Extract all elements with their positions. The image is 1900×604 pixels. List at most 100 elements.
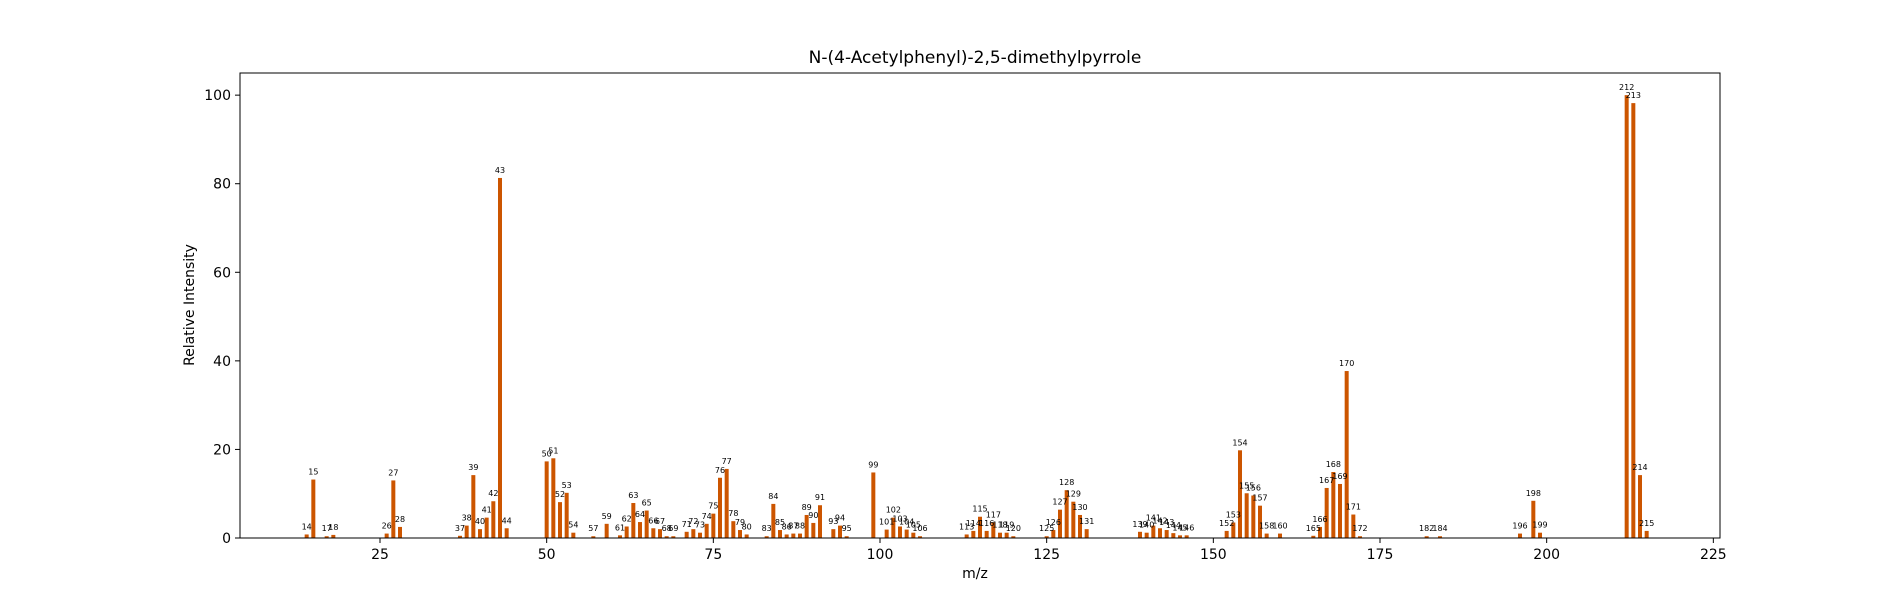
x-tick-label: 125 (1033, 547, 1060, 563)
peak-label-mz-113: 113 (959, 522, 974, 531)
bar-mz-64 (638, 522, 642, 538)
peak-label-mz-157: 157 (1252, 494, 1267, 503)
bar-mz-130 (1078, 514, 1082, 538)
peak-label-mz-198: 198 (1526, 489, 1541, 498)
peak-label-mz-54: 54 (568, 521, 578, 530)
bar-mz-53 (564, 492, 569, 538)
peak-label-mz-17: 17 (322, 524, 332, 533)
x-tick-label: 225 (1700, 547, 1727, 563)
peak-label-mz-106: 106 (912, 524, 927, 533)
peak-label-mz-104: 104 (899, 518, 914, 527)
peak-label-mz-26: 26 (382, 522, 392, 531)
peak-label-mz-53: 53 (562, 481, 572, 490)
peak-label-mz-84: 84 (768, 492, 778, 501)
bar-mz-57 (591, 536, 596, 538)
bar-mz-39 (471, 475, 476, 538)
bar-mz-143 (1164, 530, 1169, 538)
bar-mz-152 (1224, 530, 1229, 538)
peak-label-mz-78: 78 (728, 509, 738, 518)
bar-mz-118 (998, 532, 1002, 538)
bar-mz-87 (791, 533, 796, 538)
peak-label-mz-57: 57 (588, 524, 598, 533)
bar-mz-146 (1184, 535, 1189, 538)
bar-mz-128 (1064, 490, 1069, 538)
bar-mz-168 (1331, 472, 1336, 538)
peak-label-mz-141: 141 (1146, 514, 1161, 523)
bar-mz-169 (1338, 483, 1342, 538)
peak-label-mz-37: 37 (455, 524, 465, 533)
peak-label-mz-168: 168 (1326, 460, 1341, 469)
bar-mz-215 (1644, 530, 1649, 538)
x-tick-label: 25 (371, 547, 389, 563)
peak-label-mz-170: 170 (1339, 359, 1354, 368)
peak-label-mz-213: 213 (1626, 91, 1641, 100)
peak-label-mz-139: 139 (1132, 520, 1147, 529)
bar-mz-89 (804, 514, 809, 538)
peak-label-mz-39: 39 (468, 463, 478, 472)
bar-mz-77 (724, 468, 729, 538)
bar-mz-120 (1011, 536, 1016, 538)
peak-label-mz-128: 128 (1059, 478, 1074, 487)
bar-mz-75 (711, 513, 716, 538)
bar-mz-15 (311, 479, 316, 538)
bar-mz-105 (911, 532, 916, 538)
bar-mz-91 (818, 505, 822, 538)
peak-label-mz-127: 127 (1052, 498, 1067, 507)
bar-mz-182 (1424, 536, 1429, 538)
peak-label-mz-61: 61 (615, 523, 625, 532)
peak-label-mz-120: 120 (1006, 524, 1021, 533)
peak-label-mz-28: 28 (395, 515, 405, 524)
bar-mz-71 (684, 531, 689, 538)
peak-label-mz-129: 129 (1066, 490, 1081, 499)
peak-label-mz-103: 103 (892, 514, 907, 523)
peak-label-mz-182: 182 (1419, 524, 1434, 533)
bar-mz-90 (811, 522, 816, 538)
peak-label-mz-105: 105 (906, 521, 921, 530)
bar-mz-50 (544, 461, 549, 538)
peak-label-mz-73: 73 (695, 521, 705, 530)
peak-label-mz-79: 79 (735, 518, 745, 527)
bar-mz-66 (651, 528, 656, 538)
bar-mz-95 (844, 536, 849, 538)
bar-mz-154 (1238, 450, 1242, 538)
bar-mz-51 (551, 458, 556, 538)
peak-label-mz-99: 99 (868, 460, 878, 469)
peak-label-mz-52: 52 (555, 490, 565, 499)
bar-mz-171 (1351, 514, 1356, 538)
bar-mz-106 (918, 536, 922, 538)
bar-mz-93 (831, 529, 836, 538)
peak-label-mz-140: 140 (1139, 521, 1154, 530)
bar-mz-63 (631, 503, 636, 538)
x-tick-label: 200 (1533, 547, 1560, 563)
bar-mz-27 (391, 480, 396, 538)
bar-mz-212 (1624, 95, 1629, 538)
bar-mz-67 (658, 529, 662, 538)
bar-mz-83 (764, 536, 769, 538)
peak-label-mz-153: 153 (1226, 511, 1241, 520)
bar-mz-99 (871, 472, 876, 538)
peak-label-mz-62: 62 (622, 514, 632, 523)
peak-label-mz-169: 169 (1332, 472, 1347, 481)
bar-mz-79 (738, 530, 742, 538)
bar-mz-170 (1344, 371, 1349, 538)
peak-label-mz-18: 18 (328, 523, 338, 532)
x-axis-ticks: 25 50 75 100 125 150 175 200 225 (371, 538, 1727, 563)
peak-label-mz-67: 67 (655, 517, 665, 526)
bar-mz-80 (744, 534, 749, 538)
x-tick-label: 75 (704, 547, 722, 563)
peak-label-mz-102: 102 (886, 506, 901, 515)
bar-mz-126 (1051, 530, 1056, 538)
peak-label-mz-214: 214 (1632, 463, 1647, 472)
peak-label-mz-41: 41 (482, 506, 492, 515)
peak-label-mz-83: 83 (762, 524, 772, 533)
peak-label-mz-15: 15 (308, 468, 318, 477)
bar-mz-62 (624, 526, 629, 538)
y-tick-label: 100 (204, 88, 231, 104)
bar-mz-54 (571, 532, 576, 538)
peak-label-mz-63: 63 (628, 491, 638, 500)
bar-mz-78 (731, 521, 736, 538)
